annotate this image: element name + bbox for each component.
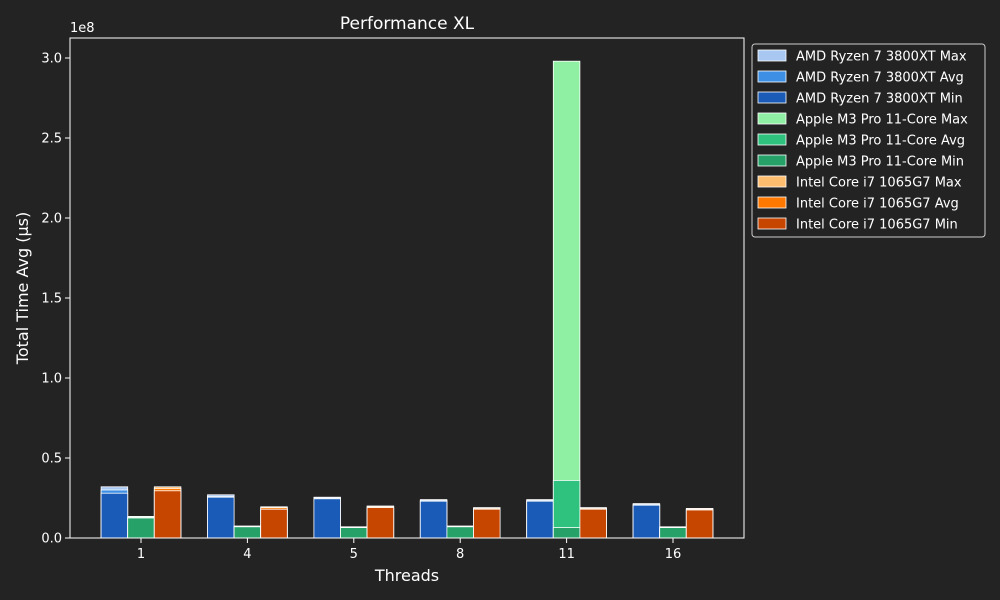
x-tick-label: 4 — [243, 547, 251, 562]
bar-amd-ryzen-7-3800xt-min-threads-5 — [313, 498, 341, 539]
bar-apple-m3-pro-11-core-min-threads-16 — [659, 527, 687, 539]
chart-title: Performance XL — [340, 14, 475, 34]
legend-swatch — [757, 196, 787, 209]
bar-amd-ryzen-7-3800xt-min-threads-11 — [526, 500, 554, 539]
bar-amd-ryzen-7-3800xt-min-threads-16 — [632, 504, 661, 539]
bars-layer — [100, 60, 714, 539]
x-tick-label: 16 — [665, 547, 682, 562]
legend: AMD Ryzen 7 3800XT Max AMD Ryzen 7 3800XT… — [751, 43, 986, 238]
x-tick-label: 11 — [558, 547, 575, 562]
legend-label: AMD Ryzen 7 3800XT Max — [796, 50, 967, 65]
x-axis-label: Threads — [374, 566, 439, 585]
legend-label: Intel Core i7 1065G7 Avg — [796, 197, 959, 212]
legend-label: AMD Ryzen 7 3800XT Avg — [796, 71, 964, 86]
x-ticks: 1 4 5 8 11 16 — [137, 538, 681, 562]
y-tick-label: 2.0 — [41, 212, 62, 227]
axes-layer — [69, 37, 745, 539]
x-tick-label: 1 — [137, 547, 145, 562]
legend-frame — [751, 43, 986, 238]
y-tick-label: 3.0 — [41, 52, 62, 67]
legend-label: Apple M3 Pro 11-Core Min — [796, 155, 964, 170]
y-tick-label: 1.5 — [41, 292, 62, 307]
legend-label: Intel Core i7 1065G7 Min — [796, 218, 958, 233]
bar-amd-ryzen-7-3800xt-min-threads-1 — [100, 492, 129, 539]
y-tick-label: 0.0 — [41, 532, 62, 547]
bar-apple-m3-pro-11-core-min-threads-11 — [552, 527, 581, 539]
bar-intel-core-i7-1065g7-min-threads-11 — [579, 508, 607, 539]
legend-swatch — [757, 133, 787, 146]
y-tick-label: 2.5 — [41, 132, 62, 147]
bar-amd-ryzen-7-3800xt-min-threads-8 — [419, 500, 448, 539]
y-tick-label: 1.0 — [41, 372, 62, 387]
legend-swatch — [757, 175, 787, 188]
bar-amd-ryzen-7-3800xt-min-threads-4 — [207, 496, 235, 539]
bar-intel-core-i7-1065g7-min-threads-16 — [685, 509, 714, 539]
legend-label: Apple M3 Pro 11-Core Avg — [796, 134, 965, 149]
y-offset-label: 1e8 — [70, 21, 95, 36]
legend-swatch — [757, 49, 787, 62]
bar-intel-core-i7-1065g7-min-threads-8 — [473, 508, 501, 539]
bar-apple-m3-pro-11-core-min-threads-5 — [340, 527, 368, 539]
bar-intel-core-i7-1065g7-min-threads-5 — [366, 507, 395, 539]
x-tick-label: 5 — [350, 547, 358, 562]
legend-label: Intel Core i7 1065G7 Max — [796, 176, 962, 191]
legend-swatch — [757, 112, 787, 125]
legend-swatch — [757, 154, 787, 167]
bar-apple-m3-pro-11-core-min-threads-4 — [233, 526, 262, 539]
legend-label: Apple M3 Pro 11-Core Max — [796, 113, 968, 128]
bar-apple-m3-pro-11-core-max-threads-11 — [552, 60, 581, 539]
bar-apple-m3-pro-11-core-min-threads-8 — [446, 526, 474, 539]
legend-swatch — [757, 70, 787, 83]
x-tick-label: 8 — [456, 547, 464, 562]
plot-frame — [69, 37, 745, 539]
y-tick-label: 0.5 — [41, 452, 62, 467]
bar-apple-m3-pro-11-core-min-threads-1 — [127, 517, 155, 539]
bar-intel-core-i7-1065g7-min-threads-4 — [260, 508, 288, 539]
legend-swatch — [757, 91, 787, 104]
bar-intel-core-i7-1065g7-min-threads-1 — [153, 490, 182, 539]
y-axis-label: Total Time Avg (µs) — [13, 212, 32, 365]
legend-swatch — [757, 217, 787, 230]
legend-label: AMD Ryzen 7 3800XT Min — [796, 92, 963, 107]
y-ticks: 0.0 0.5 1.0 1.5 2.0 2.5 3.0 — [41, 52, 70, 547]
